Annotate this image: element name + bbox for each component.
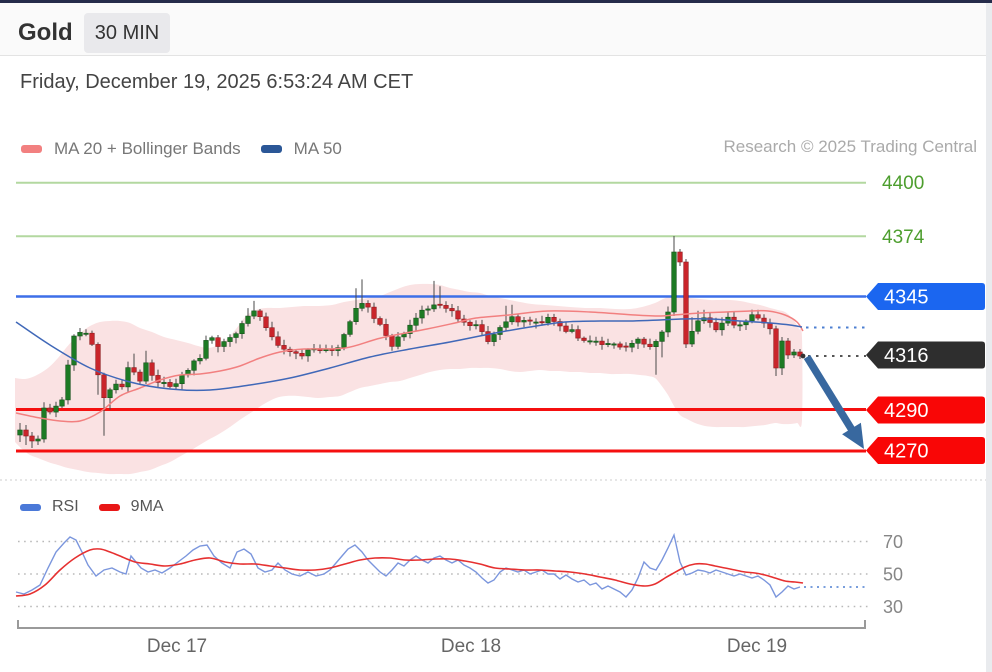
svg-text:4345: 4345 (884, 287, 929, 309)
svg-text:4374: 4374 (882, 227, 925, 248)
svg-text:Dec 18: Dec 18 (441, 636, 501, 657)
svg-text:70: 70 (883, 532, 903, 552)
svg-text:4290: 4290 (884, 400, 929, 422)
svg-text:50: 50 (883, 565, 903, 585)
svg-text:Dec 17: Dec 17 (147, 636, 207, 657)
svg-text:4316: 4316 (884, 345, 929, 367)
svg-text:30: 30 (883, 597, 903, 617)
svg-text:Dec 19: Dec 19 (727, 636, 787, 657)
svg-text:4400: 4400 (882, 173, 924, 194)
svg-text:4270: 4270 (884, 441, 929, 463)
